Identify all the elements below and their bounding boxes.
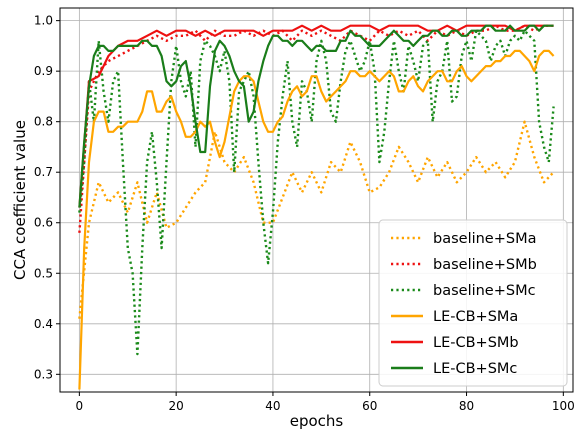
series-line-baseline-smb — [78, 24, 554, 233]
legend-label: baseline+SMa — [433, 231, 536, 247]
series-line-le-cb-smb — [78, 24, 554, 208]
series-line-baseline-sma — [78, 120, 555, 319]
legend-box — [378, 219, 568, 387]
y-axis-label: CCA coefficient value — [11, 120, 29, 280]
x-tick-label: 40 — [265, 399, 280, 413]
y-tick-label: 0.9 — [34, 64, 53, 78]
x-tick-label: 80 — [459, 399, 474, 413]
series-line-le-cb-sma — [78, 49, 555, 390]
y-tick-label: 1.0 — [34, 14, 53, 28]
series-line-le-cb-smc — [78, 24, 554, 208]
x-tick-label: 0 — [76, 399, 84, 413]
y-tick-label: 0.3 — [34, 367, 53, 381]
y-tick-label: 0.6 — [34, 216, 53, 230]
series-line-baseline-smc — [78, 29, 555, 356]
legend-label: LE-CB+SMb — [433, 335, 519, 351]
legend-label: LE-CB+SMa — [433, 309, 518, 325]
y-tick-label: 0.4 — [34, 317, 53, 331]
x-axis-label: epochs — [290, 412, 344, 429]
series-layer — [78, 24, 555, 390]
ticks: 0 20 40 60 80 100 0.3 0.4 0.5 0.6 0.7 0.8 0.9 1.0 — [34, 14, 575, 413]
legend: baseline+SMa baseline+SMb baseline+SMc LE-C… — [378, 219, 568, 387]
x-tick-label: 60 — [362, 399, 377, 413]
y-tick-label: 0.8 — [34, 115, 53, 129]
plot-frame — [59, 7, 574, 393]
y-tick-label: 0.7 — [34, 165, 53, 179]
y-tick-label: 0.5 — [34, 266, 53, 280]
x-tick-label: 100 — [552, 399, 575, 413]
legend-label: baseline+SMb — [433, 257, 537, 273]
legend-label: LE-CB+SMc — [433, 361, 517, 377]
x-tick-label: 20 — [169, 399, 184, 413]
legend-label: baseline+SMc — [433, 283, 536, 299]
